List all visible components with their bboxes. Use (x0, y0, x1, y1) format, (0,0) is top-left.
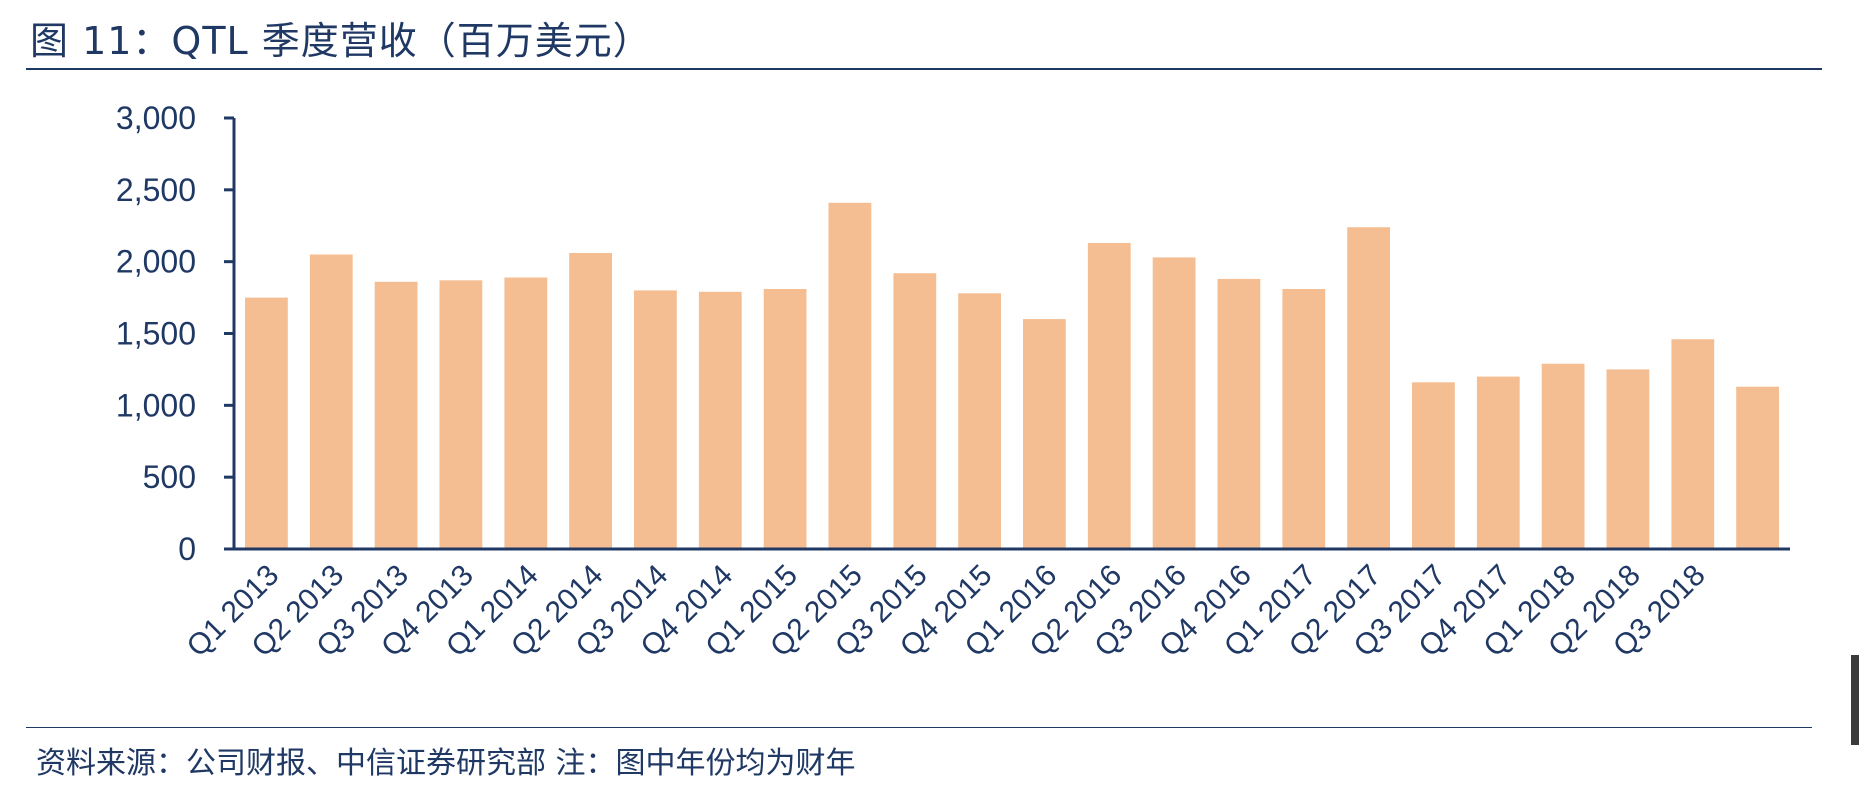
footer-divider (26, 727, 1812, 728)
bar-24 (1736, 386, 1779, 549)
y-tick-label: 1,500 (116, 316, 196, 352)
bar-16 (1217, 278, 1261, 549)
bar-12 (958, 293, 1001, 549)
bar-21 (1541, 363, 1585, 549)
bar-22 (1606, 369, 1650, 549)
bar-6 (569, 253, 612, 549)
bar-9 (763, 289, 807, 549)
bar-20 (1476, 376, 1520, 549)
bar-11 (893, 273, 937, 549)
bar-15 (1152, 257, 1196, 549)
bar-3 (374, 281, 418, 549)
y-tick-label: 0 (178, 531, 196, 567)
bar-13 (1023, 319, 1066, 549)
chart-title: 图 11：QTL 季度营收（百万美元） (30, 19, 652, 63)
y-tick-label: 2,500 (116, 172, 196, 208)
y-tick-label: 1,000 (116, 387, 196, 423)
source-note: 资料来源：公司财报、中信证券研究部 注：图中年份均为财年 (36, 746, 856, 781)
page-edge-mark (1851, 655, 1859, 745)
bar-19 (1412, 382, 1455, 549)
bar-18 (1347, 227, 1390, 549)
bar-17 (1282, 289, 1326, 549)
bar-10 (828, 202, 872, 550)
bar-14 (1087, 243, 1131, 549)
bar-8 (698, 291, 742, 549)
bar-1 (245, 297, 288, 549)
bar-23 (1671, 339, 1715, 549)
y-tick-label: 3,000 (116, 100, 196, 136)
bar-5 (504, 277, 548, 549)
title-divider (26, 68, 1822, 70)
y-tick-label: 2,000 (116, 244, 196, 280)
bar-2 (309, 254, 353, 549)
bar-4 (439, 280, 483, 549)
y-tick-label: 500 (143, 459, 196, 495)
bar-7 (634, 290, 677, 549)
